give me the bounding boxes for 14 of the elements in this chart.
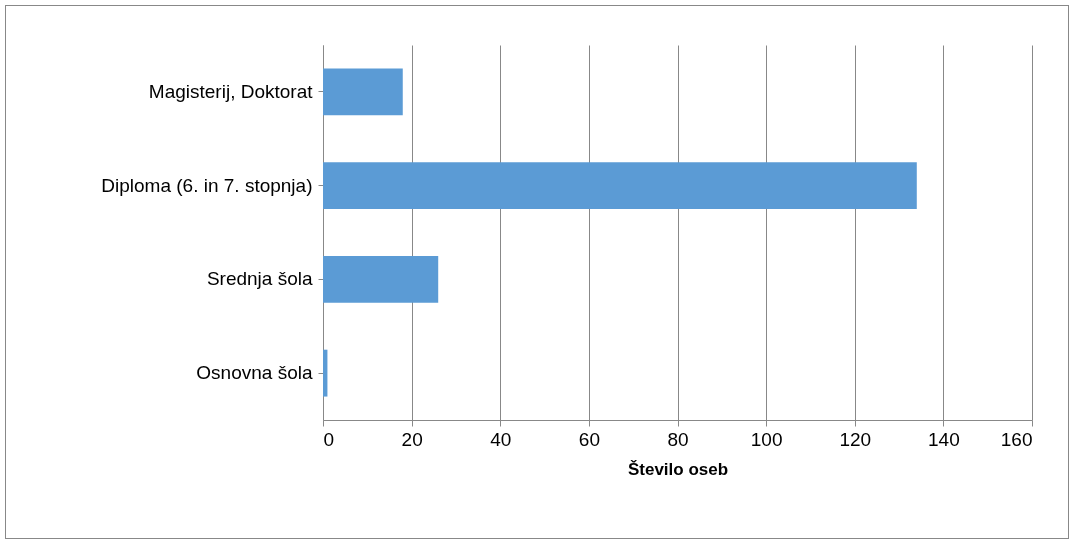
y-tick-label: Diploma (6. in 7. stopnja) — [101, 174, 313, 196]
x-tick-label: 100 — [750, 428, 783, 450]
x-tick-label: 0 — [323, 428, 335, 450]
x-tick-label: 80 — [667, 428, 689, 450]
x-tick-label: 120 — [839, 428, 872, 450]
y-tick-label: Srednja šola — [206, 268, 313, 290]
x-axis-title: Število oseb — [627, 459, 729, 479]
x-tick-label: 140 — [928, 428, 960, 450]
y-tick-label: Osnovna šola — [196, 362, 313, 384]
x-tick-label: 60 — [578, 428, 600, 450]
x-tick-label: 20 — [401, 428, 423, 450]
x-tick-label: 160 — [1000, 428, 1033, 450]
x-tick-label: 40 — [490, 428, 512, 450]
y-tick-label: Magisterij, Doktorat — [148, 80, 314, 102]
